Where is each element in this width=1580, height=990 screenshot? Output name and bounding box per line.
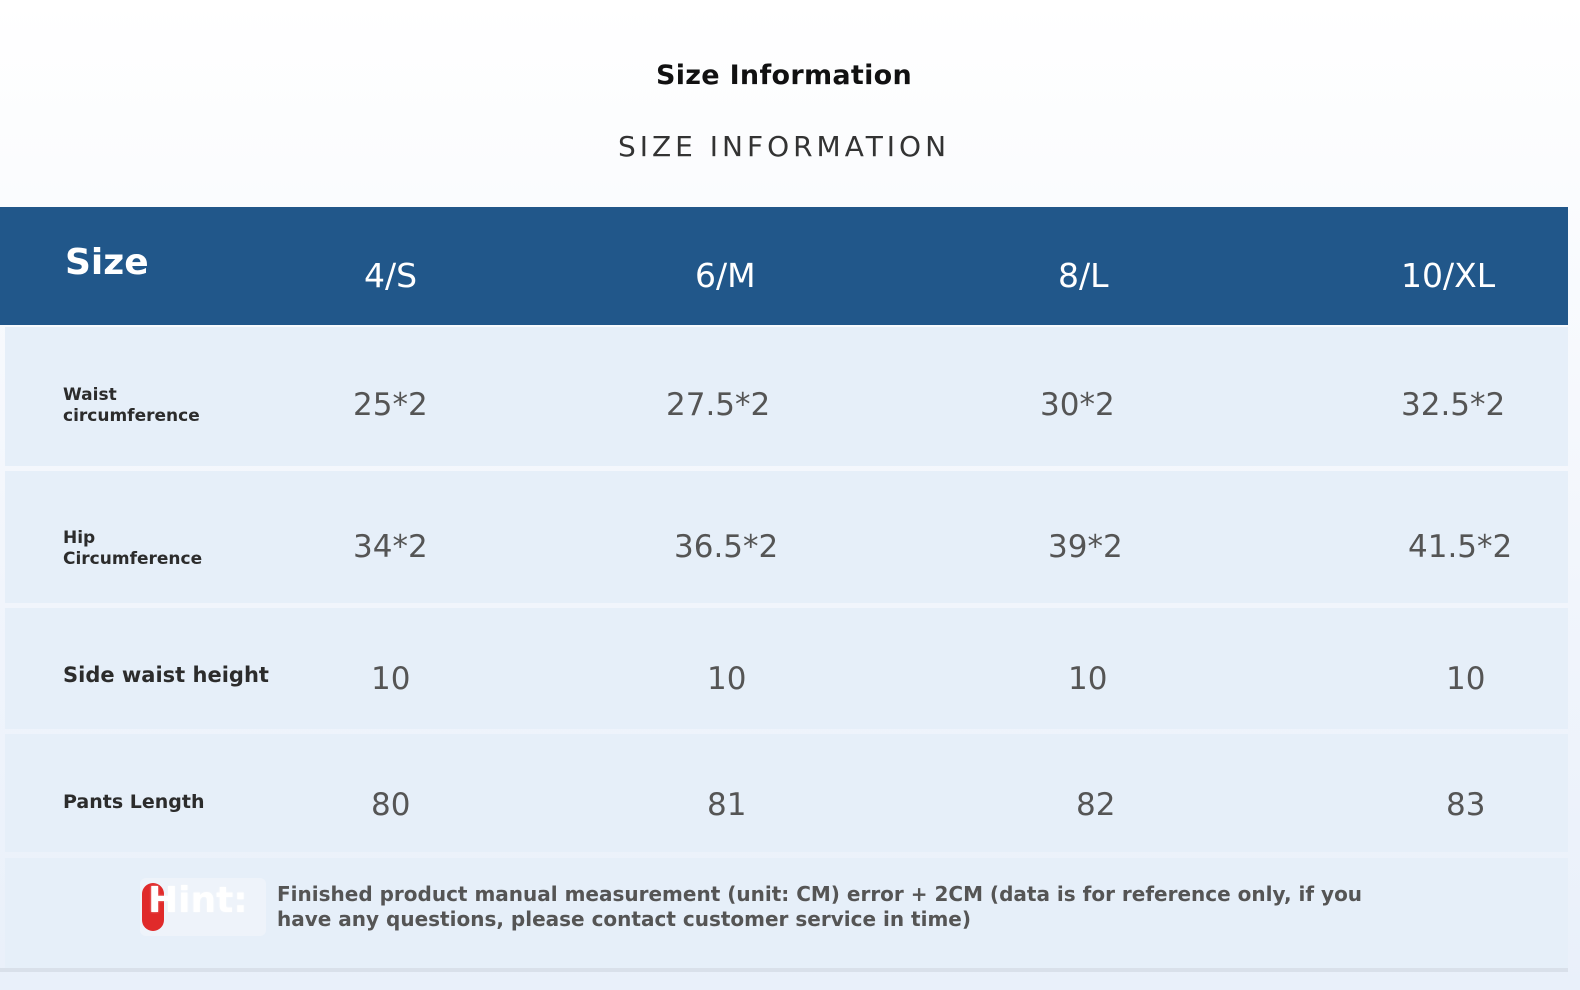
bottom-divider: [0, 968, 1568, 972]
hint-text: Finished product manual measurement (uni…: [277, 882, 1363, 931]
row-label-pants-length: Pants Length: [63, 791, 205, 813]
header-col-8l: 8/L: [1058, 256, 1109, 295]
cell-hip-6m: 36.5*2: [674, 529, 779, 565]
cell-hip-4s: 34*2: [353, 529, 428, 565]
cell-side-waist-8l: 10: [1068, 661, 1108, 697]
cell-side-waist-10xl: 10: [1446, 661, 1486, 697]
cell-waist-6m: 27.5*2: [666, 387, 771, 423]
cell-hip-10xl: 41.5*2: [1408, 529, 1513, 565]
cell-waist-4s: 25*2: [353, 387, 428, 423]
row-label-waist-line1: Waist: [63, 385, 117, 405]
cell-hip-8l: 39*2: [1048, 529, 1123, 565]
table-row-waist: Waist circumference 25*2 27.5*2 30*2 32.…: [5, 327, 1568, 466]
cell-waist-10xl: 32.5*2: [1401, 387, 1506, 423]
cell-waist-8l: 30*2: [1040, 387, 1115, 423]
row-label-hip: Hip Circumference: [63, 528, 202, 570]
hint-area: Hint: Finished product manual measuremen…: [5, 858, 1568, 968]
hint-badge: Hint:: [140, 878, 266, 936]
cell-pants-length-10xl: 83: [1446, 787, 1486, 823]
row-label-side-waist: Side waist height: [63, 663, 269, 687]
table-row-side-waist: Side waist height 10 10 10 10: [5, 608, 1568, 729]
page-subtitle: SIZE INFORMATION: [617, 130, 951, 163]
size-table-header: Size 4/S 6/M 8/L 10/XL: [0, 207, 1568, 325]
header-size-label: Size: [65, 242, 149, 283]
header-col-10xl: 10/XL: [1401, 256, 1496, 295]
table-row-pants-length: Pants Length 80 81 82 83: [5, 734, 1568, 852]
cell-pants-length-6m: 81: [707, 787, 747, 823]
hint-marker-icon: [142, 883, 164, 931]
header-col-6m: 6/M: [695, 256, 756, 295]
row-label-waist: Waist circumference: [63, 385, 200, 427]
row-label-hip-line1: Hip: [63, 528, 96, 548]
row-label-waist-line2: circumference: [63, 406, 200, 426]
cell-side-waist-4s: 10: [371, 661, 411, 697]
page-title: Size Information: [655, 60, 913, 91]
cell-pants-length-4s: 80: [371, 787, 411, 823]
cell-pants-length-8l: 82: [1076, 787, 1116, 823]
table-row-hip: Hip Circumference 34*2 36.5*2 39*2 41.5*…: [5, 471, 1568, 603]
header-col-4s: 4/S: [364, 256, 418, 295]
cell-side-waist-6m: 10: [707, 661, 747, 697]
hint-label: Hint:: [148, 880, 248, 921]
row-label-hip-line2: Circumference: [63, 549, 203, 569]
